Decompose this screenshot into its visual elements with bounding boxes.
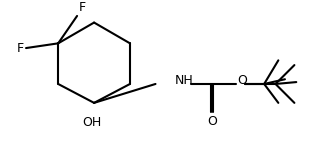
Text: OH: OH [83,116,102,129]
Text: O: O [238,74,248,87]
Text: F: F [79,1,86,14]
Text: O: O [207,115,217,128]
Text: NH: NH [174,74,193,87]
Text: F: F [17,41,24,55]
